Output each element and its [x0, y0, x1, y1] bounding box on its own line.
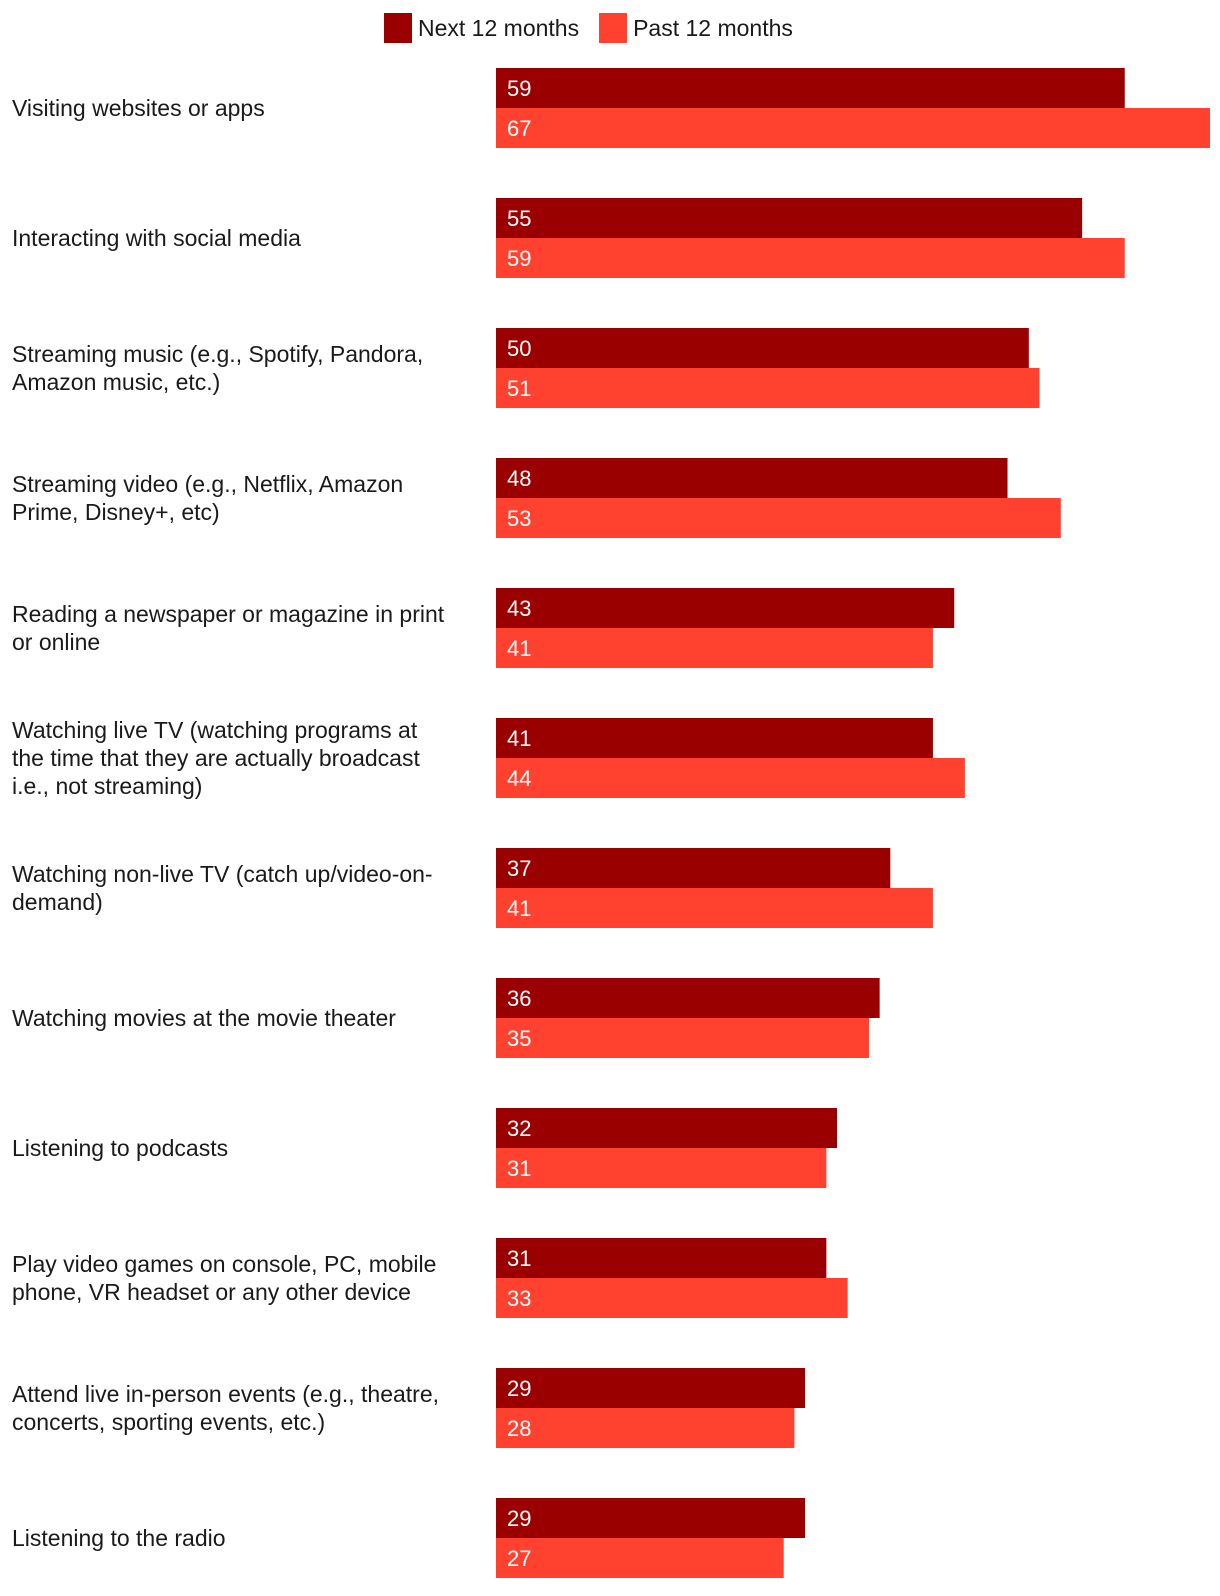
data-label-past-12-months-watching-live-tv-watching-programs-at-th: 44: [507, 766, 531, 791]
bar-past-12-months-visiting-websites-or-apps: [496, 108, 1210, 148]
bar-next-12-months-listening-to-the-radio: [496, 1498, 806, 1538]
category-label-watching-non-live-tv-catch-up-video-on-d: Watching non-live TV (catch up/video-on-…: [12, 861, 433, 915]
data-label-past-12-months-listening-to-podcasts: 31: [507, 1156, 531, 1181]
category-label-play-video-games-on-console-pc-mobile-ph: Play video games on console, PC, mobile p…: [12, 1251, 436, 1305]
chart-legend: Next 12 months Past 12 months: [384, 12, 813, 44]
data-label-past-12-months-watching-movies-at-the-movie-theater: 35: [507, 1026, 531, 1051]
data-label-next-12-months-streaming-video-e-g-netflix-amazon-prime: 48: [507, 466, 531, 491]
data-label-next-12-months-play-video-games-on-console-pc-mobile-ph: 31: [507, 1246, 531, 1271]
data-label-past-12-months-play-video-games-on-console-pc-mobile-ph: 33: [507, 1286, 531, 1311]
data-label-past-12-months-streaming-music-e-g-spotify-pandora-amaz: 51: [507, 376, 531, 401]
data-label-past-12-months-reading-a-newspaper-or-magazine-in-print: 41: [507, 636, 531, 661]
bar-past-12-months-reading-a-newspaper-or-magazine-in-print: [496, 628, 933, 668]
bar-next-12-months-interacting-with-social-media: [496, 198, 1083, 238]
category-label-listening-to-podcasts: Listening to podcasts: [12, 1135, 228, 1161]
bar-next-12-months-streaming-video-e-g-netflix-amazon-prime: [496, 458, 1008, 498]
category-label-watching-movies-at-the-movie-theater: Watching movies at the movie theater: [12, 1005, 396, 1031]
bar-next-12-months-streaming-music-e-g-spotify-pandora-amaz: [496, 328, 1029, 368]
bar-past-12-months-play-video-games-on-console-pc-mobile-ph: [496, 1278, 848, 1318]
category-label-attend-live-in-person-events-e-g-theatre: Attend live in-person events (e.g., thea…: [12, 1381, 439, 1435]
data-label-past-12-months-attend-live-in-person-events-e-g-theatre: 28: [507, 1416, 531, 1441]
category-label-visiting-websites-or-apps: Visiting websites or apps: [12, 95, 265, 121]
bar-past-12-months-attend-live-in-person-events-e-g-theatre: [496, 1408, 795, 1448]
data-label-next-12-months-watching-non-live-tv-catch-up-video-on-d: 37: [507, 856, 531, 881]
category-label-streaming-music-e-g-spotify-pandora-amaz: Streaming music (e.g., Spotify, Pandora,…: [12, 341, 423, 395]
data-label-past-12-months-listening-to-the-radio: 27: [507, 1546, 531, 1571]
data-label-next-12-months-attend-live-in-person-events-e-g-theatre: 29: [507, 1376, 531, 1401]
legend-item-past-12-months: Past 12 months: [599, 13, 793, 43]
legend-item-next-12-months: Next 12 months: [384, 13, 579, 43]
legend-label-past-12-months: Past 12 months: [633, 14, 793, 41]
bar-next-12-months-attend-live-in-person-events-e-g-theatre: [496, 1368, 806, 1408]
data-label-next-12-months-watching-movies-at-the-movie-theater: 36: [507, 986, 531, 1011]
bar-past-12-months-streaming-music-e-g-spotify-pandora-amaz: [496, 368, 1040, 408]
data-label-next-12-months-listening-to-the-radio: 29: [507, 1506, 531, 1531]
bar-past-12-months-interacting-with-social-media: [496, 238, 1125, 278]
bar-next-12-months-reading-a-newspaper-or-magazine-in-print: [496, 588, 955, 628]
data-label-past-12-months-watching-non-live-tv-catch-up-video-on-d: 41: [507, 896, 531, 921]
data-label-next-12-months-reading-a-newspaper-or-magazine-in-print: 43: [507, 596, 531, 621]
category-label-listening-to-the-radio: Listening to the radio: [12, 1525, 226, 1551]
category-label-watching-live-tv-watching-programs-at-th: Watching live TV (watching programs at th…: [12, 717, 420, 799]
bar-next-12-months-watching-non-live-tv-catch-up-video-on-d: [496, 848, 891, 888]
bar-past-12-months-watching-live-tv-watching-programs-at-th: [496, 758, 965, 798]
data-label-next-12-months-watching-live-tv-watching-programs-at-th: 41: [507, 726, 531, 751]
category-label-streaming-video-e-g-netflix-amazon-prime: Streaming video (e.g., Netflix, Amazon Pr…: [12, 471, 403, 525]
data-label-past-12-months-streaming-video-e-g-netflix-amazon-prime: 53: [507, 506, 531, 531]
data-label-next-12-months-streaming-music-e-g-spotify-pandora-amaz: 50: [507, 336, 531, 361]
data-label-past-12-months-visiting-websites-or-apps: 67: [507, 116, 531, 141]
bar-next-12-months-visiting-websites-or-apps: [496, 68, 1125, 108]
bar-past-12-months-watching-movies-at-the-movie-theater: [496, 1018, 869, 1058]
data-label-next-12-months-listening-to-podcasts: 32: [507, 1116, 531, 1141]
data-label-past-12-months-interacting-with-social-media: 59: [507, 246, 531, 271]
bar-next-12-months-play-video-games-on-console-pc-mobile-ph: [496, 1238, 827, 1278]
bar-past-12-months-streaming-video-e-g-netflix-amazon-prime: [496, 498, 1061, 538]
bar-next-12-months-listening-to-podcasts: [496, 1108, 838, 1148]
data-label-next-12-months-visiting-websites-or-apps: 59: [507, 76, 531, 101]
legend-swatch-past-12-months: [599, 13, 628, 43]
bar-past-12-months-listening-to-podcasts: [496, 1148, 827, 1188]
category-label-reading-a-newspaper-or-magazine-in-print: Reading a newspaper or magazine in print…: [12, 601, 445, 655]
legend-label-next-12-months: Next 12 months: [418, 14, 580, 41]
data-label-next-12-months-interacting-with-social-media: 55: [507, 206, 531, 231]
bar-past-12-months-watching-non-live-tv-catch-up-video-on-d: [496, 888, 933, 928]
bar-next-12-months-watching-live-tv-watching-programs-at-th: [496, 718, 933, 758]
category-label-interacting-with-social-media: Interacting with social media: [12, 225, 301, 251]
legend-swatch-next-12-months: [384, 13, 412, 43]
bar-past-12-months-listening-to-the-radio: [496, 1538, 784, 1578]
bar-next-12-months-watching-movies-at-the-movie-theater: [496, 978, 880, 1018]
